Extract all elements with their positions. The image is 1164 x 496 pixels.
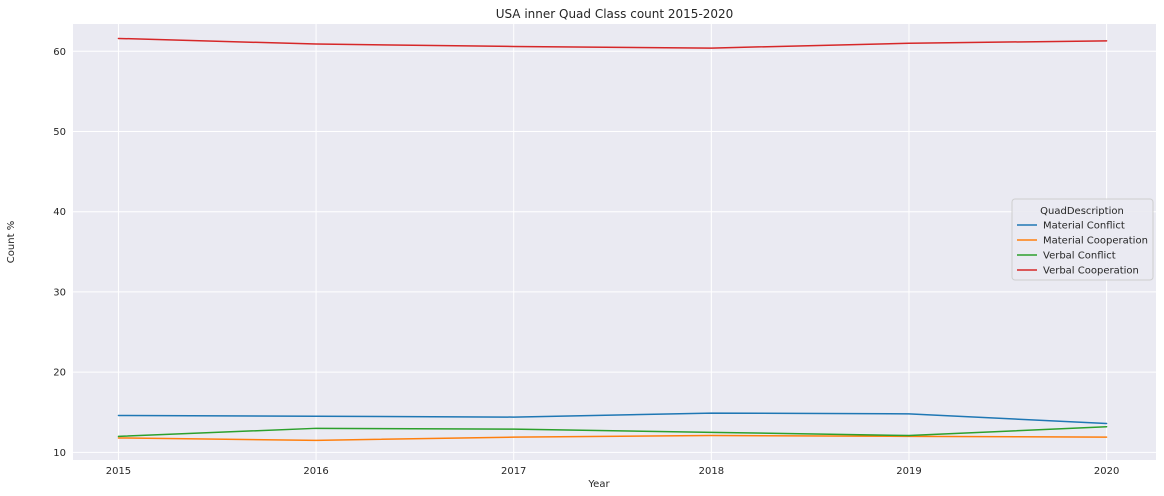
legend-label: Material Conflict bbox=[1043, 221, 1125, 232]
y-tick-label: 50 bbox=[53, 127, 66, 138]
series-line-verbal-cooperation bbox=[117, 37, 1108, 49]
legend-title: QuadDescription bbox=[1040, 206, 1124, 217]
x-tick-label: 2020 bbox=[1094, 466, 1119, 477]
legend: QuadDescription Material ConflictMateria… bbox=[1011, 198, 1154, 281]
legend-label: Verbal Conflict bbox=[1043, 251, 1116, 262]
legend-box bbox=[1011, 198, 1154, 281]
x-tick-label: 2018 bbox=[699, 466, 724, 477]
chart-title: USA inner Quad Class count 2015-2020 bbox=[496, 7, 734, 21]
legend-label: Material Cooperation bbox=[1043, 236, 1148, 247]
y-tick-label: 40 bbox=[53, 207, 66, 218]
y-tick-label: 10 bbox=[53, 448, 66, 459]
y-tick-label: 30 bbox=[53, 287, 66, 298]
y-tick-label: 60 bbox=[53, 47, 66, 58]
series-line-material-conflict bbox=[117, 412, 1108, 425]
x-tick-label: 2019 bbox=[896, 466, 921, 477]
y-tick-labels: 10 20 30 40 50 60 bbox=[53, 47, 66, 459]
legend-label: Verbal Cooperation bbox=[1043, 266, 1139, 277]
x-axis-label: Year bbox=[587, 479, 610, 490]
y-tick-label: 20 bbox=[53, 368, 66, 379]
legend-entries: Material Conflict Material Cooperation Ver… bbox=[1017, 221, 1148, 277]
x-tick-label: 2016 bbox=[303, 466, 328, 477]
x-tick-label: 2015 bbox=[106, 466, 131, 477]
series-line-verbal-conflict bbox=[117, 425, 1108, 438]
plot-background bbox=[73, 24, 1156, 460]
x-tick-label: 2017 bbox=[501, 466, 526, 477]
x-tick-labels: 2015 2016 2017 2018 2019 2020 bbox=[106, 466, 1120, 477]
series-line-material-cooperation bbox=[117, 434, 1108, 442]
series-lines bbox=[117, 37, 1108, 442]
y-axis-label: Count % bbox=[6, 221, 17, 263]
